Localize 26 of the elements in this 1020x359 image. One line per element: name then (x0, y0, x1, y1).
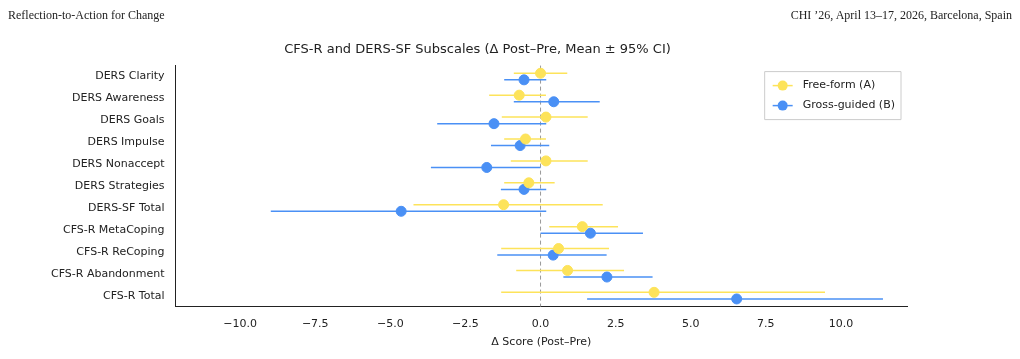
y-tick-label: DERS Awareness (71, 91, 165, 105)
x-tick-label: 10.0 (828, 317, 854, 331)
y-tick-label: DERS Clarity (95, 69, 166, 83)
x-tick-label: 0.0 (531, 317, 550, 331)
y-tick-label: DERS Impulse (87, 135, 165, 149)
y-tick-label: CFS-R Abandonment (51, 266, 166, 280)
text: Reflection-to-Action for Change (8, 8, 165, 24)
x-tick-label: 7.5 (757, 317, 775, 331)
y-tick-label: DERS Strategies (74, 178, 165, 192)
y-tick-label: CFS-R MetaCoping (62, 222, 165, 236)
y-tick-label: DERS Goals (100, 113, 165, 127)
x-tick-label: −7.5 (301, 317, 329, 331)
text: CHI ’26, April 13–17, 2026, Barcelona, Spain (790, 8, 1012, 24)
legend-label: Gross-guided (B) (802, 98, 896, 112)
y-tick-label: DERS Nonaccept (72, 157, 166, 171)
legend-label: Free-form (A) (802, 78, 876, 92)
x-tick-label: 2.5 (606, 317, 625, 331)
y-tick-label: DERS-SF Total (88, 200, 165, 214)
x-tick-label: −2.5 (452, 317, 479, 331)
x-axis-title: Δ Score (Post–Pre) (491, 335, 592, 349)
x-tick-label: −10.0 (223, 317, 258, 331)
chart-title: CFS-R and DERS-SF Subscales (Δ Post–Pre, Mean ± 95% CI) (284, 41, 671, 57)
x-tick-label: 5.0 (681, 317, 700, 331)
x-tick-label: −5.0 (376, 317, 404, 331)
y-tick-label: CFS-R Total (102, 288, 165, 302)
y-tick-label: CFS-R ReCoping (76, 244, 165, 258)
